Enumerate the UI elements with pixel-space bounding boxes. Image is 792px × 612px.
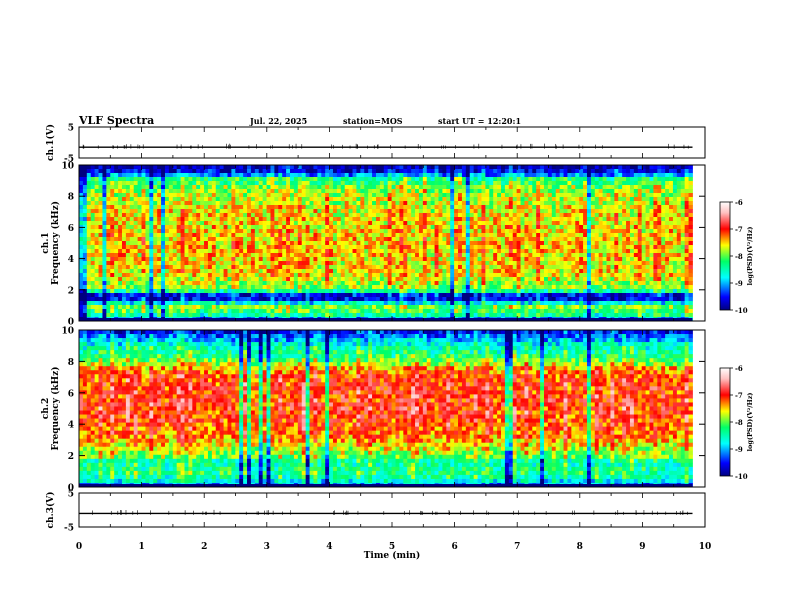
ylabel-ch2-freq-text: Frequency (kHz) [50,366,61,450]
colorbar-ch1 [719,201,731,311]
colorbar-label-ch2: log(PSD)(V²/Hz) [746,393,754,452]
x-tick-label: 0 [76,542,82,552]
colorbar-tick-label: -7 [735,225,743,234]
x-axis-label: Time (min) [364,550,421,561]
panel-frame [78,492,706,528]
spectrogram-ch2 [79,330,693,488]
y-tick-label: 5 [68,490,74,500]
y-tick-label: 0 [68,318,74,328]
ylabel-ch3-volt: ch.3(V) [45,492,56,529]
x-tick-label: 10 [699,542,712,552]
low-freq-band [79,318,693,321]
y-tick-label: 10 [61,327,74,337]
y-tick-label: 0 [68,484,74,494]
station-label: station=MOS [343,116,403,126]
y-tick-label: 4 [68,255,74,265]
y-tick-label: 10 [61,162,74,172]
y-tick-label: 6 [68,224,74,234]
y-tick-label: 2 [68,452,74,462]
colorbar-tick-label: -8 [735,252,743,261]
colorbar-tick-label: -9 [735,445,743,454]
y-tick-label: 5 [68,124,74,134]
ylabel-ch1-freq: ch.1 Frequency (kHz) [41,201,61,285]
ylabel-ch2-freq: ch.2 Frequency (kHz) [41,366,61,450]
ylabel-ch1-volt: ch.1(V) [45,124,56,161]
date-label: Jul. 22, 2025 [250,116,308,126]
colorbar-label-text: log(PSD)(V²/Hz) [746,227,754,286]
ylabel-ch1-freq-text: ch.1 [41,232,51,253]
spectrogram-ch1 [79,165,693,322]
y-tick-label: 2 [68,286,74,296]
chart-title: VLF Spectra [79,114,155,127]
colorbar-tick-label: -6 [735,198,743,207]
colorbar-tick-label: -9 [735,279,743,288]
low-freq-band [79,484,693,487]
x-tick-label: 7 [514,542,520,552]
x-tick-label: 4 [326,542,332,552]
colorbar-label-ch1: log(PSD)(V²/Hz) [746,227,754,286]
x-tick-label: 3 [264,542,270,552]
ylabel-ch2-freq-text: ch.2 [41,398,51,419]
x-tick-label: 5 [389,542,395,552]
colorbar-tick-label: -6 [735,364,743,373]
x-tick-label: 6 [451,542,457,552]
colorbar-tick-label: -10 [735,472,748,481]
x-tick-label: 8 [577,542,583,552]
x-tick-label: 9 [639,542,645,552]
x-tick-label: 2 [201,542,207,552]
colorbar-label-text: log(PSD)(V²/Hz) [746,393,754,452]
y-tick-label: 4 [68,421,74,431]
y-tick-label: 8 [68,358,74,368]
x-tick-label: 1 [138,542,144,552]
y-tick-label: -5 [64,524,74,534]
start-time-label: start UT = 12:20:1 [438,116,522,126]
colorbar-tick-label: -8 [735,418,743,427]
colorbar-tick-label: -10 [735,306,748,315]
colorbar-tick-label: -7 [735,391,743,400]
ylabel-ch1-volt-text: ch.1(V) [45,124,56,161]
y-tick-label: -5 [64,155,74,165]
y-tick-label: 8 [68,193,74,203]
ylabel-ch1-freq-text: Frequency (kHz) [50,201,61,285]
y-tick-label: 6 [68,389,74,399]
colorbar-ch2 [719,367,731,477]
ylabel-ch3-volt-text: ch.3(V) [45,492,56,529]
